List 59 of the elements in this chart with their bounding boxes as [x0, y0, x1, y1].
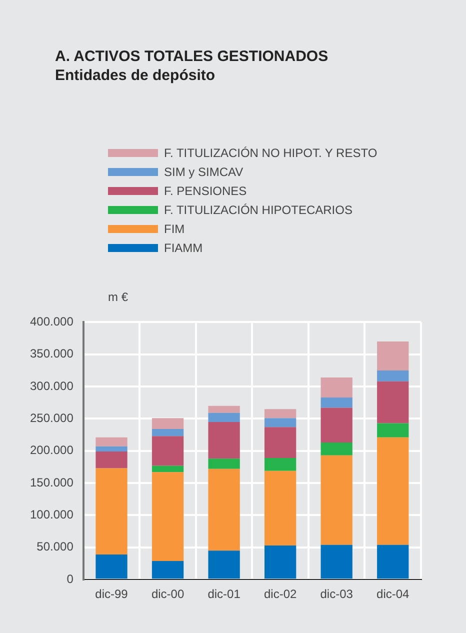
- legend-label: SIM y SIMCAV: [164, 164, 244, 178]
- x-tick-label: dic-01: [208, 587, 241, 602]
- bar: [320, 408, 352, 443]
- bar: [377, 342, 409, 370]
- bar: [377, 370, 409, 382]
- bar: [152, 466, 184, 472]
- bar: [320, 544, 352, 579]
- bar: [152, 429, 184, 436]
- bar: [264, 458, 296, 471]
- y-tick-label: 300.000: [30, 378, 74, 393]
- bar: [96, 437, 128, 446]
- bar: [377, 423, 409, 438]
- bar: [152, 436, 184, 466]
- x-tick-label: dic-03: [320, 587, 354, 602]
- bar: [208, 550, 240, 579]
- bar: [377, 544, 409, 579]
- y-tick-label: 100.000: [30, 508, 74, 522]
- bar: [377, 381, 409, 424]
- bar: [208, 468, 240, 551]
- bar: [377, 437, 409, 545]
- bar: [264, 470, 296, 546]
- x-tick-label: dic-04: [376, 587, 410, 602]
- bar: [208, 458, 240, 469]
- bar: [320, 455, 352, 545]
- bar: [208, 422, 240, 459]
- bar: [320, 378, 352, 398]
- legend-label: F. TITULIZACIÓN NO HIPOT. Y RESTO: [164, 146, 378, 160]
- x-tick-label: dic-99: [95, 587, 128, 602]
- legend-label: FIM: [164, 222, 185, 236]
- bar: [152, 560, 184, 579]
- bar: [208, 406, 240, 413]
- y-tick-label: 0: [66, 572, 74, 586]
- legend-label: F. TITULIZACIÓN HIPOTECARIOS: [164, 202, 352, 216]
- legend-label: FIAMM: [164, 240, 203, 254]
- y-tick-label: 350.000: [30, 346, 74, 361]
- y-tick-label: 150.000: [30, 475, 74, 490]
- bar: [152, 418, 184, 430]
- y-tick-label: 400.000: [30, 314, 74, 329]
- bar: [320, 442, 352, 456]
- bar: [264, 427, 296, 458]
- bar: [96, 452, 128, 468]
- bar: [320, 397, 352, 408]
- y-tick-label: 50.000: [36, 540, 74, 554]
- legend-label: F. PENSIONES: [164, 184, 247, 198]
- y-tick-label: 200.000: [30, 443, 74, 458]
- bar: [264, 545, 296, 579]
- bar: [96, 468, 128, 555]
- bar: [96, 554, 128, 579]
- y-tick-label: 250.000: [30, 411, 74, 426]
- bar: [96, 446, 128, 452]
- x-tick-label: dic-00: [151, 587, 184, 602]
- chart-title: A. ACTIVOS TOTALES GESTIONADOS: [55, 48, 328, 65]
- bar: [264, 418, 296, 428]
- bar: [152, 472, 184, 561]
- chart-subtitle: Entidades de depósito: [55, 67, 216, 84]
- x-tick-label: dic-02: [264, 587, 297, 602]
- y-axis-title: m €: [108, 290, 128, 304]
- bar: [264, 409, 296, 418]
- bar: [208, 412, 240, 422]
